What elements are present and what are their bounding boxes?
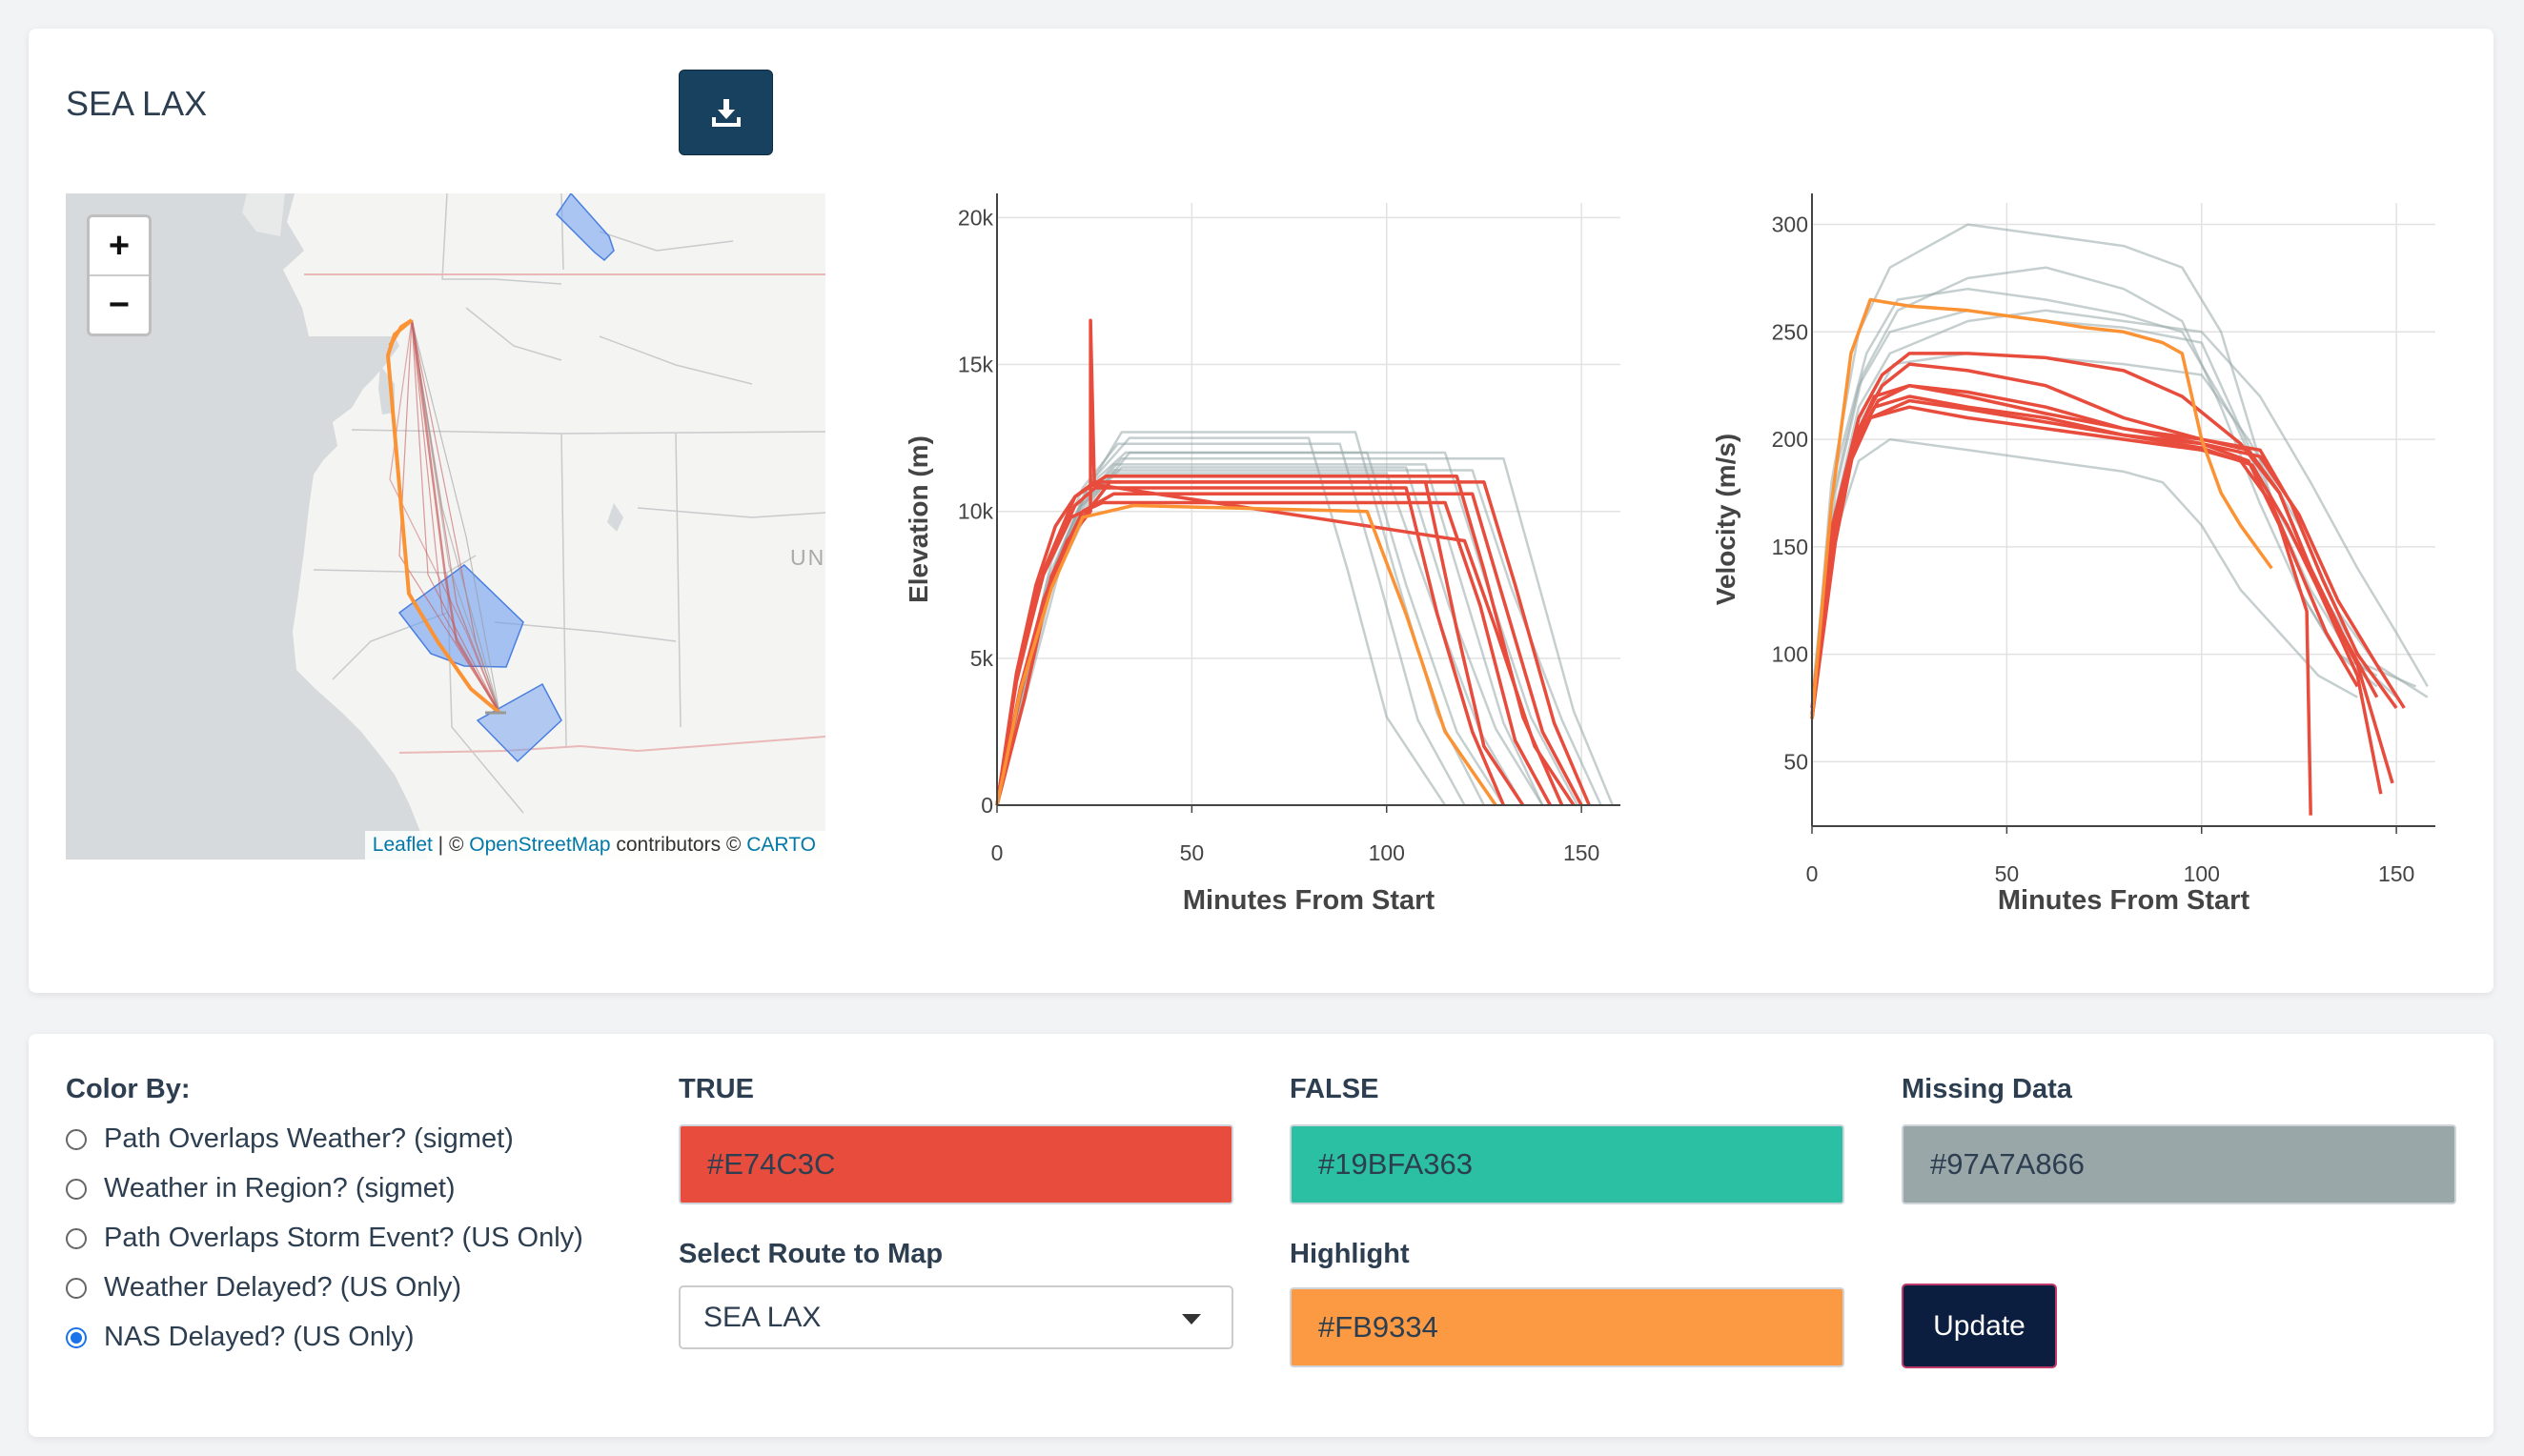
- elev-y-tick-label: 15k: [958, 353, 994, 377]
- vel-series-line: [1810, 383, 2406, 719]
- vel-x-tick-label: 100: [2184, 861, 2220, 886]
- vel-y-tick-label: 50: [1783, 749, 1808, 774]
- vel-series-line: [1810, 287, 2397, 698]
- elev-series-line: [995, 483, 1576, 806]
- vel-y-tick-label: 300: [1772, 212, 1808, 237]
- download-icon: [711, 99, 741, 127]
- elev-y-tick-label: 20k: [958, 205, 994, 230]
- vel-series-line: [1810, 297, 2273, 719]
- elev-y-tick-label: 0: [981, 793, 993, 818]
- false-color-label: FALSE: [1290, 1074, 1379, 1104]
- true-color-label: TRUE: [679, 1074, 754, 1104]
- vel-series-line: [1810, 223, 2378, 719]
- vel-series-line: [1810, 405, 2359, 719]
- vel-series-line: [1810, 309, 2429, 719]
- elev-x-tick-label: 0: [991, 840, 1004, 865]
- zoom-out-button[interactable]: −: [108, 285, 131, 325]
- attribution-separator: | ©: [432, 834, 470, 856]
- vel-y-tick-label: 200: [1772, 427, 1808, 452]
- velocity-y-axis-label: Velocity (m/s): [1711, 434, 1740, 606]
- true-color-input[interactable]: #E74C3C: [679, 1124, 1233, 1204]
- vel-y-tick-label: 100: [1772, 642, 1808, 667]
- elevation-chart[interactable]: 0 50 100 150 0 5k 10k 15k 20k Elevation (m) Minu…: [886, 186, 1639, 939]
- radio-label: Path Overlaps Storm Event? (US Only): [104, 1223, 583, 1253]
- radio-button[interactable]: [66, 1178, 87, 1200]
- radio-button[interactable]: [66, 1128, 87, 1150]
- vel-x-tick-label: 0: [1806, 861, 1819, 886]
- elev-series-line: [995, 318, 1506, 806]
- caret-down-icon: [1182, 1314, 1201, 1325]
- vel-x-tick-label: 50: [1995, 861, 2020, 886]
- vel-series-line: [1810, 362, 2398, 719]
- route-select-value: SEA LAX: [703, 1301, 822, 1333]
- radio-path-overlaps-storm-event[interactable]: Path Overlaps Storm Event? (US Only): [66, 1223, 583, 1254]
- vel-y-tick-label: 150: [1772, 535, 1808, 559]
- radio-button[interactable]: [66, 1227, 87, 1249]
- missing-data-label: Missing Data: [1902, 1074, 2072, 1104]
- controls-panel: [29, 1034, 2493, 1437]
- zoom-control: + −: [87, 214, 152, 336]
- openstreetmap-link[interactable]: OpenStreetMap: [469, 834, 611, 856]
- vel-series-line: [1810, 266, 2378, 709]
- false-color-input[interactable]: #19BFA363: [1290, 1124, 1844, 1204]
- route-map[interactable]: UN + − Leaflet | © OpenStreetMap contrib…: [66, 193, 825, 859]
- route-title: SEA LAX: [66, 84, 208, 123]
- zoom-in-button[interactable]: +: [90, 217, 149, 276]
- elev-x-tick-label: 50: [1180, 840, 1205, 865]
- elev-series-line: [995, 503, 1497, 806]
- elev-x-tick-label: 100: [1369, 840, 1405, 865]
- elevation-y-axis-label: Elevation (m): [904, 435, 933, 603]
- download-button[interactable]: [679, 70, 773, 155]
- missing-data-color-input[interactable]: #97A7A866: [1902, 1124, 2456, 1204]
- radio-label: Path Overlaps Weather? (sigmet): [104, 1123, 514, 1154]
- elevation-x-axis-label: Minutes From Start: [1183, 885, 1435, 916]
- vel-x-tick-label: 150: [2378, 861, 2414, 886]
- radio-label: Weather in Region? (sigmet): [104, 1173, 456, 1203]
- highlight-label: Highlight: [1290, 1239, 1410, 1269]
- country-label: UN: [790, 545, 825, 570]
- radio-nas-delayed[interactable]: NAS Delayed? (US Only): [66, 1322, 415, 1353]
- elev-y-tick-label: 5k: [970, 646, 994, 671]
- leaflet-link[interactable]: Leaflet: [372, 834, 433, 856]
- vel-series-line: [1810, 398, 2394, 784]
- radio-button[interactable]: [66, 1277, 87, 1299]
- map-tiles: UN: [66, 193, 825, 859]
- radio-button-selected[interactable]: [66, 1326, 87, 1348]
- radio-label: Weather Delayed? (US Only): [104, 1272, 462, 1303]
- radio-path-overlaps-weather[interactable]: Path Overlaps Weather? (sigmet): [66, 1123, 514, 1155]
- radio-weather-delayed[interactable]: Weather Delayed? (US Only): [66, 1272, 461, 1304]
- select-route-label: Select Route to Map: [679, 1239, 944, 1269]
- velocity-x-axis-label: Minutes From Start: [1998, 885, 2250, 916]
- elev-series-line: [995, 451, 1579, 806]
- highlight-color-input[interactable]: #FB9334: [1290, 1287, 1844, 1367]
- color-by-label: Color By:: [66, 1074, 191, 1104]
- elev-series-line: [995, 480, 1591, 806]
- vel-y-tick-label: 250: [1772, 319, 1808, 344]
- radio-weather-in-region[interactable]: Weather in Region? (sigmet): [66, 1173, 456, 1204]
- carto-link[interactable]: CARTO: [746, 834, 816, 856]
- radio-label: NAS Delayed? (US Only): [104, 1322, 415, 1352]
- attribution-contributors: contributors ©: [610, 834, 747, 856]
- map-attribution: Leaflet | © OpenStreetMap contributors ©…: [364, 831, 825, 859]
- elev-y-tick-label: 10k: [958, 499, 994, 524]
- velocity-chart[interactable]: 0 50 100 150 50 100 150 200 250 300 Velocity (m/s…: [1701, 186, 2454, 939]
- route-select[interactable]: SEA LAX: [679, 1285, 1233, 1349]
- vel-series-line: [1810, 437, 2358, 719]
- update-button[interactable]: Update: [1902, 1284, 2057, 1368]
- elev-x-tick-label: 150: [1563, 840, 1599, 865]
